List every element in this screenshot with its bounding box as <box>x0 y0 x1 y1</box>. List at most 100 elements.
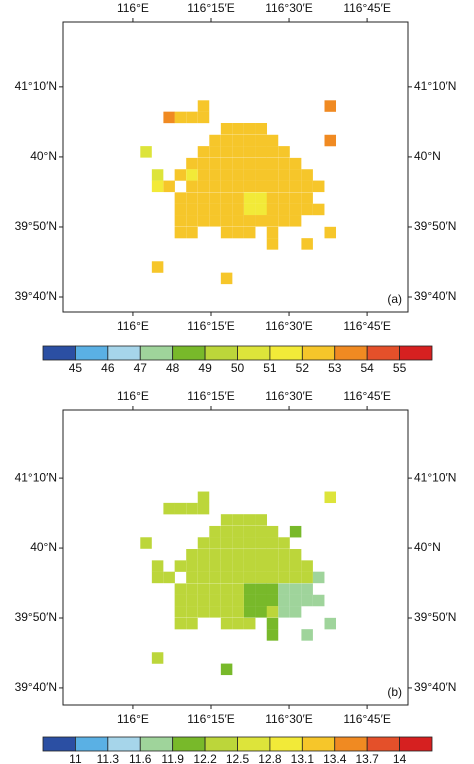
y-tick-label: 40°N <box>30 149 57 163</box>
grid-cell <box>186 502 198 515</box>
colorbar-box <box>204 736 238 752</box>
grid-cell <box>301 203 313 216</box>
grid-cell <box>266 146 279 158</box>
grid-cell <box>255 560 268 572</box>
colorbar-box <box>172 345 206 361</box>
grid-cell <box>278 594 290 607</box>
colorbar-box <box>237 345 271 361</box>
grid-cell <box>197 537 210 549</box>
grid-cell <box>220 146 233 158</box>
grid-cell <box>278 537 290 549</box>
grid-cell <box>255 514 268 526</box>
colorbar-box <box>301 736 336 752</box>
grid-cell <box>324 617 337 630</box>
colorbar-label: 11.6 <box>129 752 152 764</box>
grid-cell <box>289 157 302 170</box>
grid-cell <box>312 203 325 216</box>
grid-cell <box>174 502 187 515</box>
grid-cell <box>243 134 256 147</box>
colorbar-box <box>366 345 400 361</box>
grid-cell <box>301 560 313 572</box>
grid-cell <box>243 549 256 561</box>
grid-cell <box>220 272 233 285</box>
grid-cell <box>209 134 221 147</box>
grid-cell <box>220 560 233 572</box>
grid-cell <box>278 549 290 561</box>
y-tick-label: 39°50′N <box>414 610 456 624</box>
grid-cell <box>255 123 268 135</box>
grid-cell <box>266 549 279 561</box>
grid-cell <box>232 525 244 538</box>
grid-cell <box>186 594 198 607</box>
x-tick-label: 116°E <box>117 319 149 333</box>
y-tick-label: 39°50′N <box>15 219 57 233</box>
grid-cell <box>266 226 279 239</box>
colorbar-label: 47 <box>134 361 148 375</box>
grid-cell <box>197 180 210 193</box>
grid-cell <box>186 215 198 227</box>
grid-cell <box>174 111 187 124</box>
grid-cell <box>243 525 256 538</box>
grid-cell <box>186 111 198 124</box>
grid-cell <box>278 169 290 181</box>
colorbar-label: 11.3 <box>97 752 120 764</box>
grid-cell <box>289 203 302 216</box>
grid-cell <box>186 192 198 204</box>
grid-cell <box>232 583 244 595</box>
grid-cell <box>232 123 244 135</box>
grid-cell <box>278 583 290 595</box>
grid-cell <box>266 560 279 572</box>
grid-cell <box>232 226 244 239</box>
grid-cell <box>186 180 198 193</box>
grid-cell <box>220 617 233 630</box>
grid-cell <box>243 157 256 170</box>
grid-cell <box>197 203 210 216</box>
grid-cell <box>174 226 187 239</box>
grid-cell <box>197 549 210 561</box>
grid-cell <box>278 146 290 158</box>
grid-cell <box>220 180 233 193</box>
y-tick-label: 39°50′N <box>15 610 57 624</box>
grid-cell <box>301 594 313 607</box>
grid-cell <box>151 169 164 181</box>
grid-cell <box>151 560 164 572</box>
grid-cell <box>209 215 221 227</box>
grid-cell <box>197 111 210 124</box>
grid-cell <box>220 525 233 538</box>
grid-cell <box>197 606 210 618</box>
grid-cell <box>255 583 268 595</box>
grid-cell <box>278 203 290 216</box>
grid-cell <box>186 617 198 630</box>
grid-cell <box>232 560 244 572</box>
grid-cell <box>278 571 290 584</box>
grid-cell <box>232 606 244 618</box>
colorbar-box <box>139 736 174 752</box>
grid-cell <box>220 203 233 216</box>
grid-cell <box>186 203 198 216</box>
grid-cell <box>232 594 244 607</box>
grid-cell <box>209 571 221 584</box>
grid-cell <box>232 571 244 584</box>
grid-cell <box>266 134 279 147</box>
y-tick-label: 40°N <box>30 540 57 554</box>
grid-cell <box>232 203 244 216</box>
grid-cell <box>232 549 244 561</box>
y-tick-label: 39°50′N <box>414 219 456 233</box>
colorbar-label: 13.7 <box>355 752 379 764</box>
grid-cell <box>243 226 256 239</box>
grid-cell <box>197 560 210 572</box>
grid-cell <box>197 215 210 227</box>
grid-cell <box>301 192 313 204</box>
grid-cell <box>220 226 233 239</box>
x-tick-label: 116°E <box>117 389 149 403</box>
grid-cell <box>151 571 164 584</box>
grid-cell <box>186 157 198 170</box>
grid-cell <box>220 606 233 618</box>
grid-cell <box>266 571 279 584</box>
colorbar-box <box>334 345 368 361</box>
grid-cell <box>289 215 302 227</box>
grid-cell <box>289 560 302 572</box>
grid-cell <box>301 571 313 584</box>
colorbar-label: 14 <box>393 752 407 764</box>
grid-cell <box>197 157 210 170</box>
